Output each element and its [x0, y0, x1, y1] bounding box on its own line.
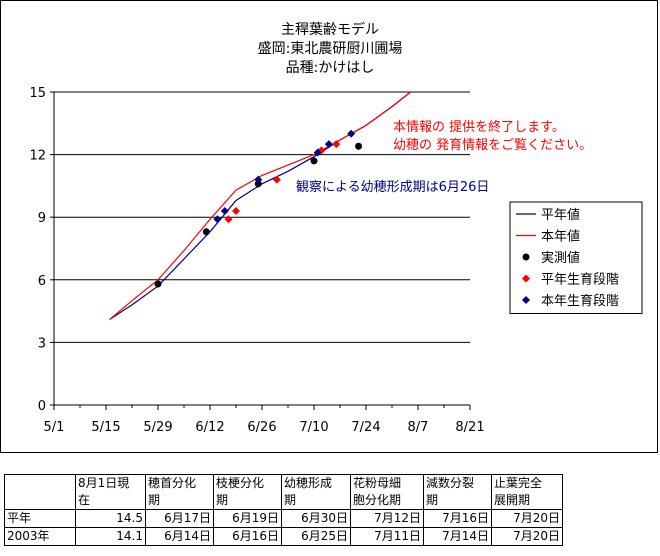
table-cell: 14.5: [75, 509, 146, 528]
table-cell: 6月17日: [145, 509, 214, 528]
legend-marker-swatch: [522, 253, 530, 261]
table-cell: 6月16日: [213, 527, 282, 546]
table-row: 平年 14.5 6月17日 6月19日 6月30日 7月12日 7月16日 7月…: [4, 509, 563, 528]
data-point-observed: [154, 280, 162, 288]
legend-entry: 本年生育段階: [541, 293, 619, 309]
legend-marker-swatch: [522, 296, 530, 304]
data-point-diamond: [313, 148, 322, 157]
data-point-diamond: [272, 175, 281, 184]
x-tick-label: 6/26: [247, 420, 276, 435]
chart-svg: 0 3 6 9 12 15 5/1 5/15 5/29 6/12 6/26 7/10 7/24 8/7 8/…: [29, 86, 643, 435]
table-cell: 平年: [4, 509, 76, 528]
table-cell: 7月11日: [350, 527, 424, 546]
table-cell: 6月14日: [145, 527, 214, 546]
table-header-cell: 花粉母細 胞分化期: [350, 474, 424, 510]
legend-entry: 本年値: [541, 229, 580, 245]
y-tick-label: 15: [29, 86, 46, 101]
table-row: 2003年 14.1 6月14日 6月16日 6月25日 7月11日 7月14日…: [4, 527, 563, 546]
data-point-diamond: [213, 215, 222, 224]
table-header-cell: 8月1日現在: [75, 474, 146, 510]
data-point-diamond: [220, 206, 229, 215]
x-tick-label: 7/10: [299, 420, 328, 435]
annotation-text: 本情報の 提供を終了します。: [393, 119, 565, 135]
data-point-observed: [310, 157, 318, 165]
annotation-text: 観察による幼穂形成期は6月26日: [296, 180, 489, 195]
legend-entry: 平年値: [541, 207, 580, 223]
table-cell: 7月20日: [491, 509, 563, 528]
table-cell: 7月14日: [423, 527, 492, 546]
y-tick-label: 6: [38, 274, 46, 289]
table-cell: 7月12日: [350, 509, 424, 528]
chart-title-line-3: 品種:かけはし: [285, 60, 375, 76]
table-header-cell: 穂首分化期: [145, 474, 214, 510]
y-tick-label: 0: [38, 399, 46, 414]
x-tick-label: 6/12: [195, 420, 224, 435]
table-cell: 14.1: [75, 527, 146, 546]
table-cell: 6月25日: [281, 527, 351, 546]
data-point-observed: [254, 180, 262, 188]
legend-entry: 平年生育段階: [541, 272, 619, 288]
chart-title-line-2: 盛岡:東北農研厨川圃場: [257, 41, 403, 57]
x-tick-label: 5/1: [44, 420, 65, 435]
growth-stage-table-wrap: 8月1日現在 穂首分化期 枝梗分化期 幼穂形成期 花粉母細 胞分化期 減数分裂期 …: [4, 474, 563, 546]
annotation-text: 幼穂の 発育情報をご覧ください。: [393, 137, 592, 153]
data-point-diamond: [332, 140, 341, 149]
data-point-diamond: [324, 140, 333, 149]
y-tick-label: 12: [29, 149, 46, 164]
table-header-cell: 枝梗分化期: [213, 474, 282, 510]
data-point-diamond: [347, 129, 356, 138]
x-tick-label: 5/15: [91, 420, 120, 435]
legend-entry: 実測値: [541, 250, 580, 266]
x-tick-label: 7/24: [351, 420, 380, 435]
table-cell: 6月19日: [213, 509, 282, 528]
table-header-cell: 止葉完全 展開期: [491, 474, 563, 510]
legend-marker-swatch: [522, 274, 530, 283]
table-cell: 6月30日: [281, 509, 351, 528]
table-cell: 7月20日: [491, 527, 563, 546]
data-point-observed: [355, 142, 363, 150]
x-tick-label: 8/21: [455, 420, 484, 435]
growth-stage-table: 8月1日現在 穂首分化期 枝梗分化期 幼穂形成期 花粉母細 胞分化期 減数分裂期 …: [4, 474, 563, 546]
data-point-diamond: [254, 175, 263, 184]
table-cell: 2003年: [4, 527, 76, 546]
table-header-row: 8月1日現在 穂首分化期 枝梗分化期 幼穂形成期 花粉母細 胞分化期 減数分裂期 …: [4, 474, 563, 510]
x-tick-label: 5/29: [143, 420, 172, 435]
legend-box: [509, 201, 643, 314]
y-tick-label: 3: [38, 336, 46, 351]
data-point-diamond: [232, 206, 240, 215]
x-tick-label: 8/7: [408, 420, 429, 435]
y-tick-label: 9: [38, 211, 46, 226]
chart-title-line-1: 主稈葉齢モデル: [281, 22, 379, 38]
table-cell: 7月16日: [423, 509, 492, 528]
table-header-cell: [4, 474, 76, 510]
data-point-observed: [202, 228, 210, 236]
data-point-diamond: [224, 215, 233, 224]
table-header-cell: 減数分裂期: [423, 474, 492, 510]
table-header-cell: 幼穂形成期: [281, 474, 351, 510]
series-line: [109, 91, 411, 320]
